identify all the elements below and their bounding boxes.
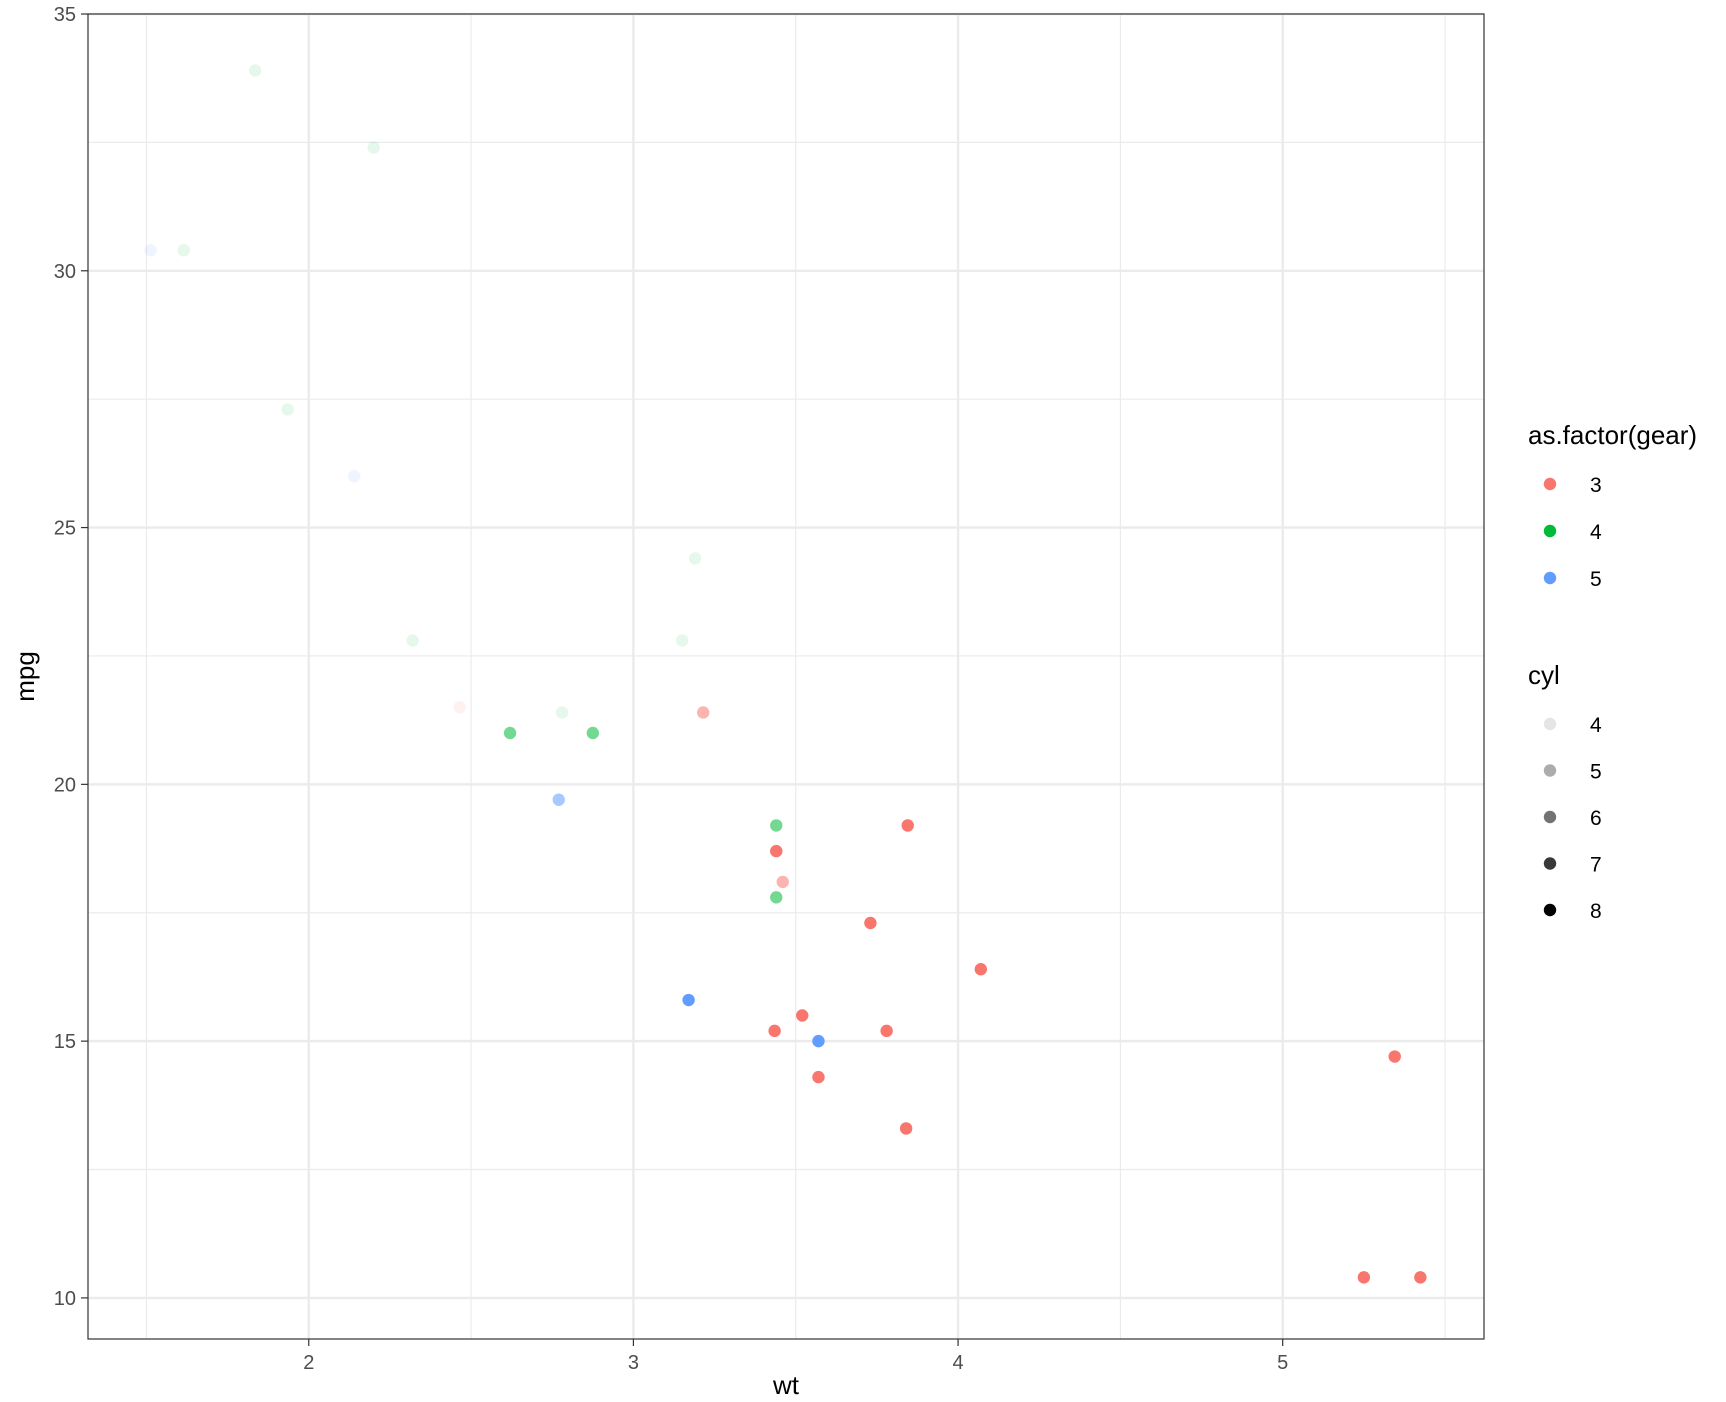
y-tick-label: 15 — [54, 1031, 76, 1053]
legend-cyl-key — [1543, 810, 1557, 824]
data-points — [144, 64, 1427, 1284]
data-point — [682, 993, 695, 1007]
y-axis-ticks: 10 15 20 25 30 35 — [54, 4, 88, 1310]
data-point — [177, 244, 190, 257]
y-tick-label: 25 — [54, 518, 76, 540]
major-gridlines — [88, 12, 1484, 1339]
legend-cyl-label: 4 — [1590, 714, 1602, 737]
data-point — [899, 1122, 913, 1135]
legend-gear-label: 3 — [1590, 474, 1602, 497]
x-tick-label: 5 — [1277, 1352, 1288, 1374]
data-point — [770, 819, 783, 832]
data-point — [406, 634, 419, 647]
data-point — [552, 793, 565, 806]
legend-gear-key — [1543, 477, 1557, 491]
legend-cyl-key — [1543, 717, 1557, 731]
data-point — [880, 1024, 893, 1038]
data-point — [901, 819, 914, 832]
legend-cyl-key — [1543, 857, 1557, 870]
legend-cyl-key — [1543, 903, 1557, 917]
data-point — [555, 706, 569, 719]
data-point — [144, 244, 157, 257]
data-point — [675, 634, 689, 647]
data-point — [367, 141, 380, 154]
y-tick-label: 10 — [54, 1288, 76, 1310]
data-point — [503, 726, 517, 740]
data-point — [586, 726, 600, 740]
data-point — [1388, 1050, 1401, 1063]
x-tick-label: 4 — [953, 1352, 964, 1374]
data-point — [812, 1070, 825, 1084]
x-tick-label: 2 — [303, 1352, 314, 1374]
data-point — [281, 403, 294, 416]
data-point — [348, 470, 361, 483]
data-point — [812, 1034, 825, 1048]
data-point — [697, 706, 710, 719]
data-point — [1357, 1271, 1371, 1284]
panel-background — [88, 14, 1484, 1339]
data-point — [796, 1009, 809, 1022]
legend-gear: as.factor(gear) 3 4 5 — [1528, 420, 1697, 591]
plot-panel — [88, 14, 1484, 1339]
legend-cyl-label: 6 — [1590, 807, 1602, 830]
legend-cyl: cyl 4 5 6 7 8 — [1528, 660, 1602, 923]
minor-gridlines — [88, 14, 1484, 1339]
legend-cyl-key — [1543, 764, 1557, 777]
data-point — [688, 552, 702, 565]
legend-cyl-label: 7 — [1590, 854, 1602, 877]
legend-cyl-label: 8 — [1590, 900, 1602, 923]
x-axis-ticks: 2 3 4 5 — [303, 1339, 1288, 1374]
legend-gear-label: 5 — [1590, 568, 1602, 591]
data-point — [453, 701, 466, 714]
data-point — [770, 891, 783, 904]
data-point — [864, 916, 877, 930]
data-point — [768, 1024, 781, 1038]
y-tick-label: 30 — [54, 261, 76, 283]
legend-cyl-label: 5 — [1590, 761, 1602, 784]
panel-border — [87, 13, 1485, 1340]
data-point — [776, 875, 789, 889]
legend-cyl-title: cyl — [1528, 660, 1560, 690]
y-tick-label: 20 — [54, 774, 76, 796]
x-axis-title: wt — [772, 1370, 800, 1400]
y-axis-title: mpg — [10, 651, 40, 702]
data-point — [974, 963, 987, 976]
data-point — [1414, 1271, 1427, 1284]
legend-gear-title: as.factor(gear) — [1528, 420, 1697, 450]
legend-gear-key — [1543, 571, 1557, 585]
legend-gear-label: 4 — [1590, 521, 1602, 544]
data-point — [248, 64, 262, 77]
x-tick-label: 3 — [628, 1352, 639, 1374]
legend-gear-key — [1543, 524, 1557, 538]
data-point — [770, 844, 783, 858]
y-tick-label: 35 — [54, 4, 76, 26]
